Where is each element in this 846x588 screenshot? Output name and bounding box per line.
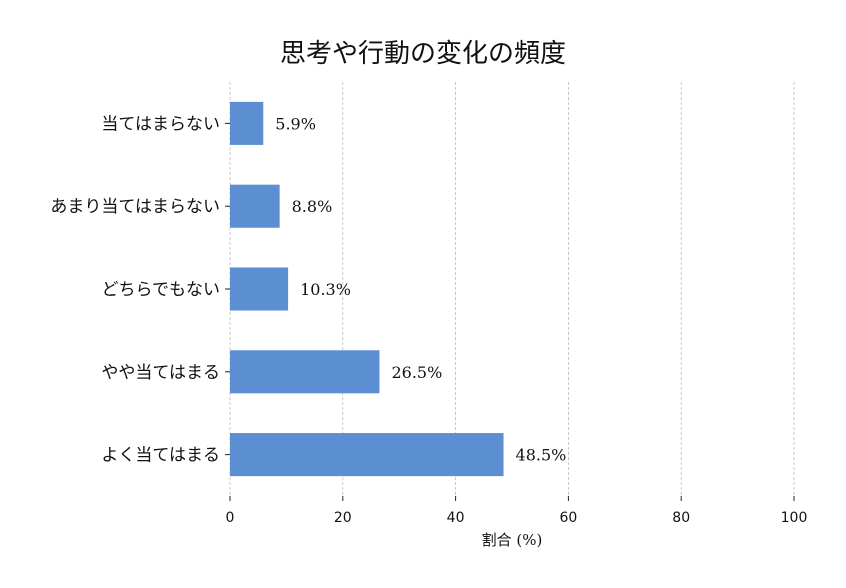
x-tick-label: 40 [447, 510, 465, 526]
category-label: やや当てはまる [101, 363, 220, 383]
x-tick-label: 60 [559, 510, 577, 526]
data-label: 10.3% [300, 280, 351, 299]
category-label: あまり当てはまらない [50, 197, 220, 217]
data-label: 8.8% [292, 197, 333, 216]
grid-lines [229, 82, 795, 496]
x-axis-label: 割合 (%) [482, 531, 543, 549]
category-label: 当てはまらない [101, 114, 220, 134]
x-axis-ticks: 0 20 40 60 80 100 [226, 496, 808, 526]
data-label: 5.9% [275, 114, 316, 133]
x-tick-label: 0 [226, 510, 235, 526]
bar [230, 184, 280, 228]
chart-title: 思考や行動の変化の頻度 [280, 39, 566, 69]
x-tick-label: 100 [781, 510, 808, 526]
bar [230, 267, 289, 311]
bars: 5.9% 8.8% 10.3% 26.5% 48.5% [230, 101, 567, 477]
x-tick-label: 20 [334, 510, 352, 526]
data-label: 26.5% [391, 363, 442, 382]
category-label: どちらでもない [102, 280, 221, 300]
bar [230, 101, 264, 145]
category-label: よく当てはまる [101, 446, 220, 466]
bar [230, 433, 504, 477]
data-label: 48.5% [516, 446, 567, 465]
x-tick-label: 80 [672, 510, 690, 526]
bar [230, 350, 380, 394]
